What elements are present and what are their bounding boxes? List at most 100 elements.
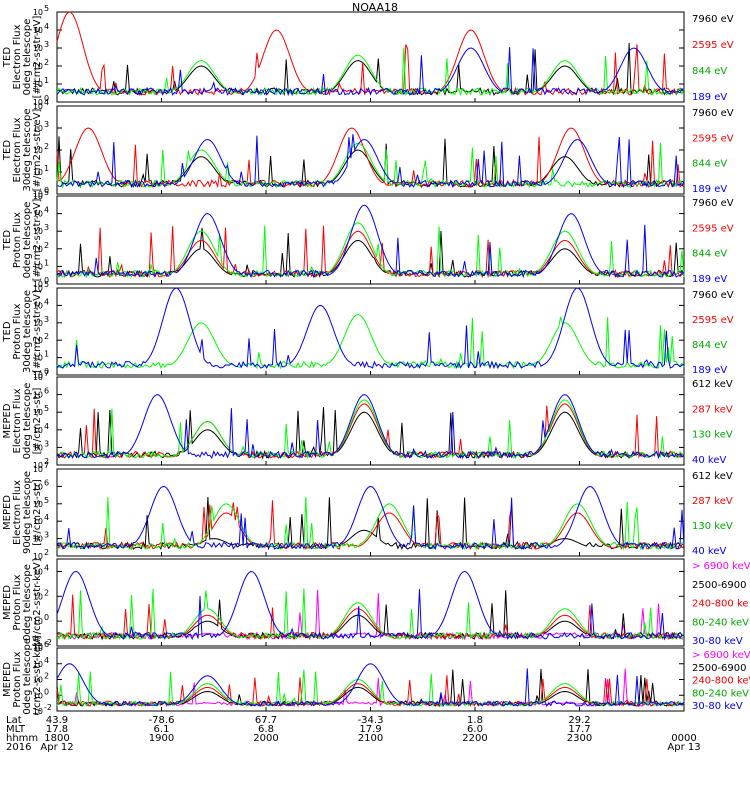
y-axis-label-line: MEPED: [2, 403, 13, 438]
y-axis-label-line: 30deg telescope: [22, 108, 33, 191]
legend-entry: 130 keV: [692, 430, 733, 441]
y-tick-exponent: 2: [44, 588, 49, 597]
y-tick-exponent: 5: [44, 404, 49, 413]
footer-lat-5: 1.8: [467, 715, 483, 726]
y-tick-exponent: 0: [44, 367, 49, 376]
footer-hhmm-7: 0000: [671, 733, 697, 744]
y-tick-label: 10: [33, 660, 43, 669]
legend-entry: 7960 eV: [692, 198, 734, 209]
y-axis-label-line: 90deg telescope: [22, 638, 33, 715]
y-tick-exponent: 6: [44, 387, 49, 396]
y-tick-label: 10: [33, 517, 43, 526]
series-line: [56, 675, 685, 708]
footer-mlt-5: 6.0: [467, 724, 483, 735]
legend-entry: 240-800 ke: [692, 599, 749, 610]
y-tick-label: 10: [33, 80, 43, 89]
y-axis-label-line: TED: [2, 230, 13, 251]
legend-entry: 2595 eV: [692, 133, 734, 144]
legend-entry: 30-80 keV: [692, 636, 743, 647]
row-label-year: 2016: [6, 742, 32, 753]
y-axis-label-line: Proton Flux: [12, 303, 23, 359]
y-axis-label-line: MEPED: [2, 662, 13, 697]
y-tick-label: 10: [33, 98, 43, 107]
y-tick-exponent: 6: [44, 640, 49, 649]
y-tick-label: 10: [33, 443, 43, 452]
y-tick-label: 10: [33, 567, 43, 576]
y-tick-exponent: 4: [44, 206, 49, 215]
footer-hhmm-4: 2100: [357, 733, 384, 744]
y-tick-label: 10: [33, 280, 43, 289]
y-tick-label: 10: [33, 535, 43, 544]
series-line: [56, 142, 685, 189]
y-tick-exponent: 4: [44, 22, 49, 31]
y-axis-label-line: 0deg telescope: [22, 564, 33, 641]
y-axis-label-line: TED: [2, 140, 13, 161]
footer-date-7: Apr 13: [667, 742, 701, 753]
legend-entry: 130 keV: [692, 521, 733, 532]
y-tick-exponent: 2: [44, 548, 49, 557]
row-label-lat: Lat: [6, 715, 22, 726]
legend-entry: 80-240 keV: [692, 617, 749, 628]
y-tick-label: 10: [33, 691, 43, 700]
panel-frame: [56, 287, 685, 376]
y-tick-label: 10: [33, 227, 43, 236]
y-tick-exponent: 4: [44, 513, 49, 522]
y-tick-label: 10: [33, 336, 43, 345]
legend-entry: 30-80 keV: [692, 701, 743, 712]
y-tick-exponent: -2: [44, 638, 52, 647]
y-tick-label: 10: [33, 62, 43, 71]
y-tick-exponent: 7: [44, 461, 49, 470]
y-tick-exponent: 4: [44, 297, 49, 306]
footer-hhmm-5: 2200: [462, 733, 488, 744]
series-line: [56, 668, 685, 708]
y-tick-label: 10: [33, 284, 43, 293]
legend-entry: > 6900 keV: [692, 650, 750, 661]
y-tick-label: 10: [33, 26, 43, 35]
series-line: [56, 47, 685, 97]
series-line: [56, 225, 685, 279]
legend-entry: > 6900 keV: [692, 561, 750, 572]
y-tick-exponent: 3: [44, 223, 49, 232]
y-tick-label: 10: [33, 408, 43, 417]
footer-hhmm-2: 1900: [148, 733, 175, 744]
legend-entry: 844 eV: [692, 340, 727, 351]
legend-entry: 2595 eV: [692, 40, 734, 51]
footer-date-1: Apr 12: [40, 742, 74, 753]
y-axis-label-line: [#/cm2-s-str-eV]: [32, 109, 43, 192]
y-tick-label: 10: [33, 676, 43, 685]
series-line: [56, 570, 685, 641]
y-tick-exponent: 1: [44, 76, 49, 85]
y-tick-label: 10: [33, 192, 43, 201]
y-axis-label-line: Electron Flux: [12, 24, 23, 89]
panel-frame: [56, 195, 685, 285]
series-line: [56, 663, 685, 708]
y-axis-label-line: TED: [2, 47, 13, 68]
y-tick-label: 10: [33, 301, 43, 310]
y-tick-label: 10: [33, 465, 43, 474]
y-tick-exponent: 2: [44, 241, 49, 250]
y-tick-label: 10: [33, 44, 43, 53]
footer-mlt-1: 17.8: [45, 724, 69, 735]
legend-entry: 612 keV: [692, 379, 733, 390]
y-tick-label: 10: [33, 262, 43, 271]
y-axis-label-line: MEPED: [2, 585, 13, 620]
series-line: [56, 403, 685, 460]
series-line: [56, 394, 685, 460]
series-line: [56, 669, 685, 708]
y-tick-label: 10: [33, 8, 43, 17]
y-tick-label: 10: [33, 644, 43, 653]
y-tick-label: 10: [33, 391, 43, 400]
y-tick-exponent: 6: [44, 478, 49, 487]
y-tick-exponent: -2: [44, 703, 52, 712]
y-tick-label: 10: [33, 146, 43, 155]
y-tick-label: 10: [33, 190, 43, 199]
y-axis-label-line: [#/cm2-s-str-eV]: [32, 290, 43, 373]
y-axis-label-line: [#/cm2-s-str-eV]: [32, 16, 43, 99]
y-tick-exponent: 3: [44, 531, 49, 540]
y-tick-exponent: 5: [44, 280, 49, 289]
y-axis-label-line: [#/cm2-s-str-eV]: [32, 199, 43, 282]
y-axis-label-line: Proton Flux: [12, 574, 23, 630]
